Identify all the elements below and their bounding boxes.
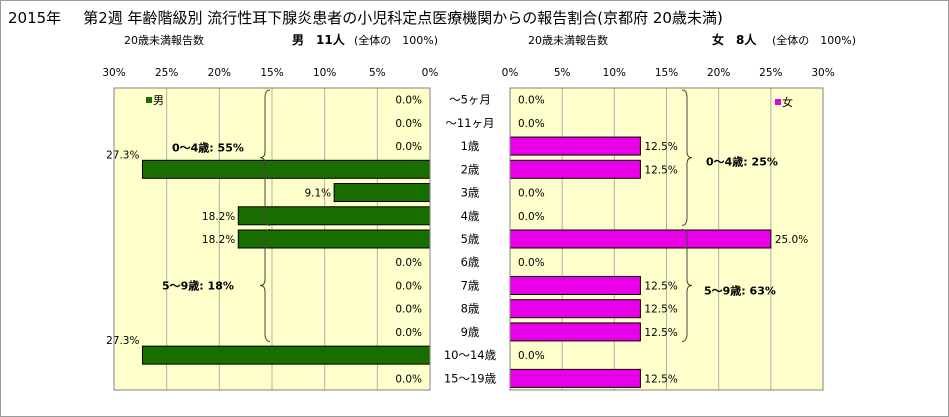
category-label: 2歳	[461, 162, 480, 176]
female-value-label: 0.0%	[518, 95, 545, 107]
title-main: 第2週 年齢階級別 流行性耳下腺炎患者の小児科定点医療機関からの報告割合(京都府…	[83, 9, 723, 27]
left-brace-0-4	[259, 89, 271, 226]
left-tick-label: 0%	[422, 67, 439, 79]
male-bar	[333, 183, 431, 203]
left-tick-label: 10%	[313, 67, 336, 79]
left-tick-label: 25%	[155, 67, 178, 79]
male-value-label: 0.0%	[395, 95, 422, 107]
right-tick-label: 25%	[759, 67, 782, 79]
female-value-label: 12.5%	[644, 280, 677, 292]
left-header-label: 20歳未満報告数	[124, 34, 204, 47]
title-year: 2015年	[8, 9, 62, 27]
female-annotation-0-4: 0～4歳: 25%	[706, 155, 778, 169]
left-tick-label: 30%	[102, 67, 125, 79]
female-bar	[509, 275, 641, 295]
male-bar	[141, 159, 431, 179]
female-legend-label: 女	[782, 95, 793, 109]
right-tick-label: 10%	[603, 67, 626, 79]
category-label: 7歳	[461, 278, 480, 292]
female-bar	[509, 229, 772, 249]
female-legend-swatch	[775, 99, 781, 105]
male-bar	[237, 229, 431, 249]
male-value-label: 9.1%	[304, 188, 331, 200]
male-legend-swatch	[146, 97, 152, 103]
male-bar	[141, 345, 431, 365]
right-tick-label: 5%	[554, 67, 571, 79]
male-annotation-5-9: 5～9歳: 18%	[162, 278, 234, 292]
male-value-label: 0.0%	[395, 373, 422, 385]
male-value-label: 0.0%	[395, 141, 422, 153]
male-value-label: 0.0%	[395, 304, 422, 316]
right-header-label: 20歳未満報告数	[528, 34, 608, 47]
left-header-count: 男 11人	[292, 33, 345, 47]
left-tick-label: 5%	[369, 67, 386, 79]
right-header-count: 女 8人	[712, 33, 757, 47]
right-tick-label: 15%	[655, 67, 678, 79]
female-annotation-5-9: 5～9歳: 63%	[704, 283, 776, 297]
category-label: 1歳	[461, 139, 480, 153]
category-label: 15～19歳	[444, 371, 497, 385]
left-tick-label: 15%	[260, 67, 283, 79]
male-value-label: 0.0%	[395, 280, 422, 292]
chart-title: 2015年 第2週 年齢階級別 流行性耳下腺炎患者の小児科定点医療機関からの報告割…	[8, 7, 723, 28]
male-value-label: 0.0%	[395, 257, 422, 269]
right-tick-label: 0%	[502, 67, 519, 79]
female-bar	[509, 159, 641, 179]
category-label: 5歳	[461, 232, 480, 246]
female-value-label: 0.0%	[518, 350, 545, 362]
category-label: 6歳	[461, 255, 480, 269]
female-value-label: 12.5%	[644, 141, 677, 153]
left-plot-border	[113, 87, 431, 391]
right-plot-border	[509, 87, 824, 391]
right-header-share: (全体の 100%)	[772, 34, 857, 47]
female-value-label: 12.5%	[644, 164, 677, 176]
category-label: 8歳	[461, 302, 480, 316]
category-label: 4歳	[461, 209, 480, 223]
female-value-label: 0.0%	[518, 118, 545, 130]
female-bar	[509, 299, 641, 319]
left-brace-5-9	[259, 228, 271, 343]
left-header-share: (全体の 100%)	[354, 34, 439, 47]
left-tick-label: 20%	[208, 67, 231, 79]
male-value-label: 0.0%	[395, 118, 422, 130]
category-label: ～5ヶ月	[449, 93, 491, 107]
female-bar	[509, 322, 641, 342]
male-value-label: 18.2%	[202, 234, 235, 246]
female-bar	[509, 136, 641, 156]
category-label: ～11ヶ月	[445, 116, 494, 130]
category-label: 10～14歳	[444, 348, 497, 362]
female-value-label: 12.5%	[644, 327, 677, 339]
right-brace-0-4	[681, 89, 693, 226]
female-value-label: 0.0%	[518, 257, 545, 269]
female-value-label: 12.5%	[644, 304, 677, 316]
female-value-label: 0.0%	[518, 188, 545, 200]
male-value-label: 18.2%	[202, 211, 235, 223]
category-label: 3歳	[461, 186, 480, 200]
female-value-label: 0.0%	[518, 211, 545, 223]
category-label: 9歳	[461, 325, 480, 339]
male-legend-label: 男	[153, 94, 164, 107]
female-value-label: 25.0%	[775, 234, 808, 246]
right-brace-5-9	[681, 228, 693, 343]
female-value-label: 12.5%	[644, 373, 677, 385]
right-tick-label: 20%	[707, 67, 730, 79]
male-value-label: 0.0%	[395, 327, 422, 339]
male-bar	[237, 206, 431, 226]
right-tick-label: 30%	[811, 67, 834, 79]
male-value-label: 27.3%	[106, 335, 139, 347]
male-annotation-0-4: 0～4歳: 55%	[172, 141, 244, 155]
male-value-label: 27.3%	[106, 149, 139, 161]
female-bar	[509, 368, 641, 388]
